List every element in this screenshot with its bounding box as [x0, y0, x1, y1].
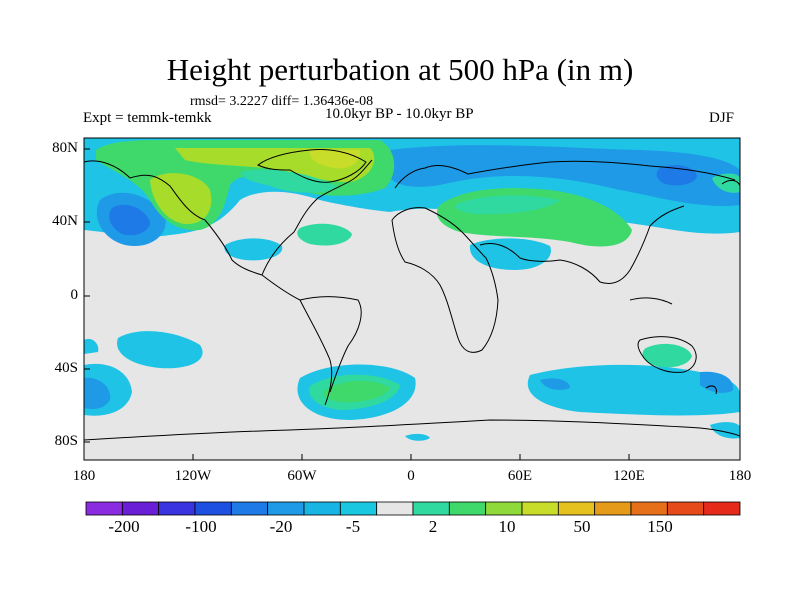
- y-tick-label: 80S: [54, 433, 78, 449]
- contour-region: [710, 422, 740, 439]
- colorbar-box: [703, 501, 741, 516]
- colorbar-label: 50: [573, 517, 591, 536]
- contour-region: [297, 223, 352, 246]
- y-tick-label: 0: [70, 287, 79, 303]
- colorbar-label: -100: [185, 517, 217, 536]
- season-label: DJF: [709, 110, 735, 126]
- contour-region: [323, 380, 390, 403]
- colorbar-box: [412, 501, 450, 516]
- colorbar-box: [557, 501, 596, 516]
- contour-region: [385, 145, 740, 207]
- contour-region: [455, 195, 560, 215]
- period-label: 10.0kyr BP - 10.0kyr BP: [325, 106, 474, 122]
- contour-region: [117, 331, 203, 369]
- contour-region: [540, 378, 570, 390]
- contour-region: [224, 238, 283, 261]
- contour-region: [405, 433, 430, 441]
- colorbar-label: 150: [647, 517, 673, 536]
- colorbar: [85, 501, 741, 516]
- colorbar-box: [448, 501, 487, 516]
- contour-region: [469, 238, 551, 270]
- experiment-label: Expt = temmk-temkk: [83, 110, 212, 126]
- colorbar-box: [85, 501, 123, 516]
- colorbar-box: [194, 501, 232, 516]
- x-tick-label: 180: [72, 468, 96, 484]
- contour-region: [240, 169, 340, 193]
- x-tick-label: 180: [728, 468, 752, 484]
- colorbar-box: [666, 501, 705, 516]
- contour-region: [84, 377, 111, 410]
- colorbar-box: [303, 501, 341, 516]
- contour-region: [700, 371, 734, 393]
- colorbar-label: 10: [498, 517, 516, 536]
- map-frame: [83, 137, 741, 461]
- contour-region: [84, 338, 99, 354]
- y-tick-label: 40N: [52, 213, 78, 229]
- contour-region: [309, 150, 361, 169]
- colorbar-label: -200: [108, 517, 140, 536]
- colorbar-label: -5: [345, 517, 361, 536]
- colorbar-box: [267, 501, 305, 516]
- x-tick-label: 60W: [287, 468, 317, 484]
- x-tick-label: 120E: [613, 468, 645, 484]
- x-tick-label: 0: [407, 468, 415, 484]
- y-tick-label: 40S: [54, 360, 78, 376]
- colorbar-box: [485, 501, 523, 516]
- contour-region: [527, 364, 740, 416]
- x-tick-label: 60E: [507, 468, 533, 484]
- contour-region: [109, 204, 150, 236]
- contour-region: [150, 173, 212, 225]
- colorbar-box: [630, 501, 668, 516]
- colorbar-label: -20: [269, 517, 293, 536]
- colorbar-box: [230, 501, 269, 516]
- colorbar-box: [521, 501, 559, 516]
- plot-title: Height perturbation at 500 hPa (in m): [166, 52, 634, 87]
- contour-region: [712, 173, 740, 193]
- contour-region: [642, 343, 692, 368]
- colorbar-label: 2: [428, 517, 438, 536]
- colorbar-box: [594, 501, 632, 516]
- stats-text: rmsd= 3.2227 diff= 1.36436e-08: [190, 94, 374, 109]
- coastlines: [84, 149, 740, 441]
- colorbar-box: [121, 501, 160, 516]
- colorbar-box: [339, 501, 378, 516]
- y-tick-label: 80N: [52, 140, 78, 156]
- colorbar-box: [158, 501, 196, 516]
- x-tick-label: 120W: [174, 468, 212, 484]
- contour-region: [656, 165, 697, 186]
- colorbar-box: [376, 501, 414, 516]
- ticks: [83, 148, 741, 460]
